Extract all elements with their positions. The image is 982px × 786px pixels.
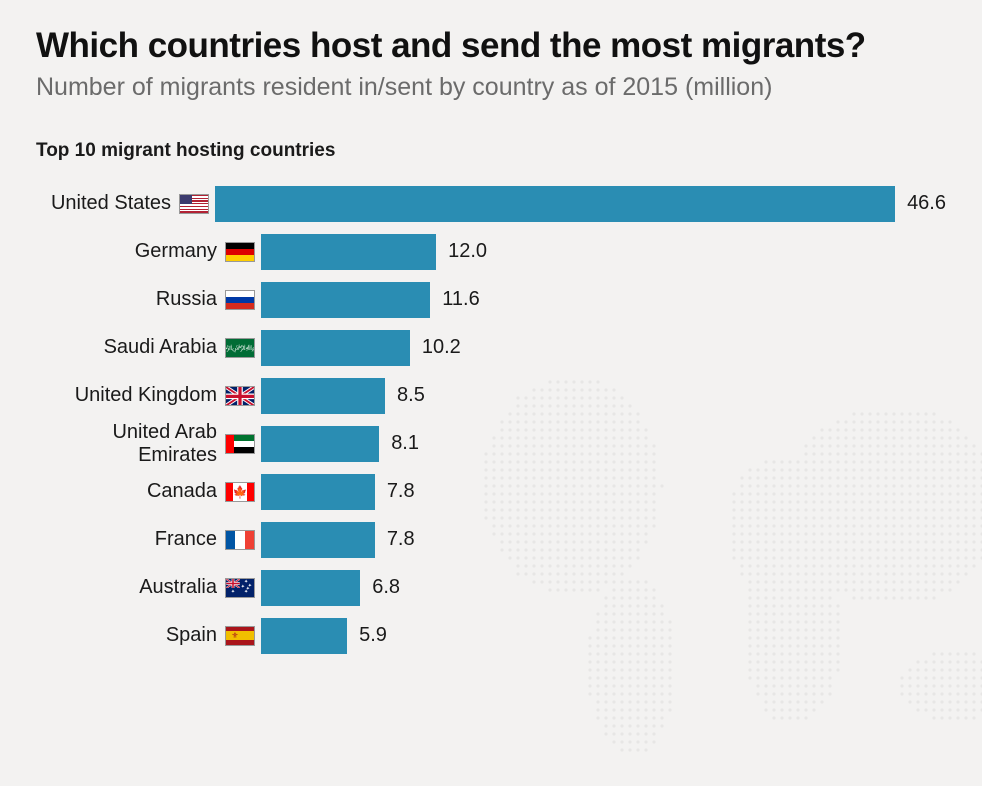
bar bbox=[261, 426, 379, 462]
bar-chart: United States 46.6 Germany 12.0 Russia 11.6 Sa… bbox=[36, 180, 946, 660]
bar bbox=[261, 522, 375, 558]
bar-value: 8.5 bbox=[397, 384, 425, 407]
bar-value: 7.8 bbox=[387, 528, 415, 551]
country-label: Germany bbox=[135, 240, 217, 263]
chart-row: United Arab Emirates 8.1 bbox=[36, 420, 946, 468]
bar bbox=[215, 186, 895, 222]
infographic-container: Which countries host and send the most m… bbox=[0, 0, 982, 660]
flag-au-icon: ✦✦✦✦✦✦ bbox=[225, 578, 255, 598]
chart-row: United States 46.6 bbox=[36, 180, 946, 228]
flag-us-icon bbox=[179, 194, 209, 214]
flag-ru-icon bbox=[225, 290, 255, 310]
chart-row: Spain ⚜ 5.9 bbox=[36, 612, 946, 660]
chart-row: France 7.8 bbox=[36, 516, 946, 564]
country-label: France bbox=[155, 528, 217, 551]
flag-es-icon: ⚜ bbox=[225, 626, 255, 646]
country-label: Australia bbox=[139, 576, 217, 599]
bar-value: 12.0 bbox=[448, 240, 487, 263]
bar-value: 10.2 bbox=[422, 336, 461, 359]
flag-ca-icon: 🍁 bbox=[225, 482, 255, 502]
bar-value: 6.8 bbox=[372, 576, 400, 599]
bar bbox=[261, 330, 410, 366]
flag-ae-icon bbox=[225, 434, 255, 454]
flag-fr-icon bbox=[225, 530, 255, 550]
bar-value: 7.8 bbox=[387, 480, 415, 503]
bar bbox=[261, 570, 360, 606]
bar bbox=[261, 618, 347, 654]
page-subtitle: Number of migrants resident in/sent by c… bbox=[36, 73, 946, 102]
bar-value: 11.6 bbox=[442, 288, 479, 311]
bar bbox=[261, 234, 436, 270]
chart-row: United Kingdom 8.5 bbox=[36, 372, 946, 420]
country-label: Saudi Arabia bbox=[104, 336, 217, 359]
country-label: Spain bbox=[166, 624, 217, 647]
bar bbox=[261, 378, 385, 414]
chart-row: Australia ✦✦✦✦✦✦ 6.8 bbox=[36, 564, 946, 612]
chart-row: Russia 11.6 bbox=[36, 276, 946, 324]
bar-value: 8.1 bbox=[391, 432, 419, 455]
country-label: Canada bbox=[147, 480, 217, 503]
bar-value: 5.9 bbox=[359, 624, 387, 647]
flag-sa-icon: ﷽ bbox=[225, 338, 255, 358]
chart-row: Canada 🍁 7.8 bbox=[36, 468, 946, 516]
chart-title: Top 10 migrant hosting countries bbox=[36, 140, 946, 162]
flag-de-icon bbox=[225, 242, 255, 262]
country-label: Russia bbox=[156, 288, 217, 311]
chart-row: Saudi Arabia ﷽ 10.2 bbox=[36, 324, 946, 372]
country-label: United Arab Emirates bbox=[36, 421, 217, 467]
flag-gb-icon bbox=[225, 386, 255, 406]
country-label: United Kingdom bbox=[75, 384, 217, 407]
page-title: Which countries host and send the most m… bbox=[36, 28, 946, 65]
country-label: United States bbox=[51, 192, 171, 215]
bar bbox=[261, 282, 430, 318]
chart-row: Germany 12.0 bbox=[36, 228, 946, 276]
bar bbox=[261, 474, 375, 510]
bar-value: 46.6 bbox=[907, 192, 946, 215]
